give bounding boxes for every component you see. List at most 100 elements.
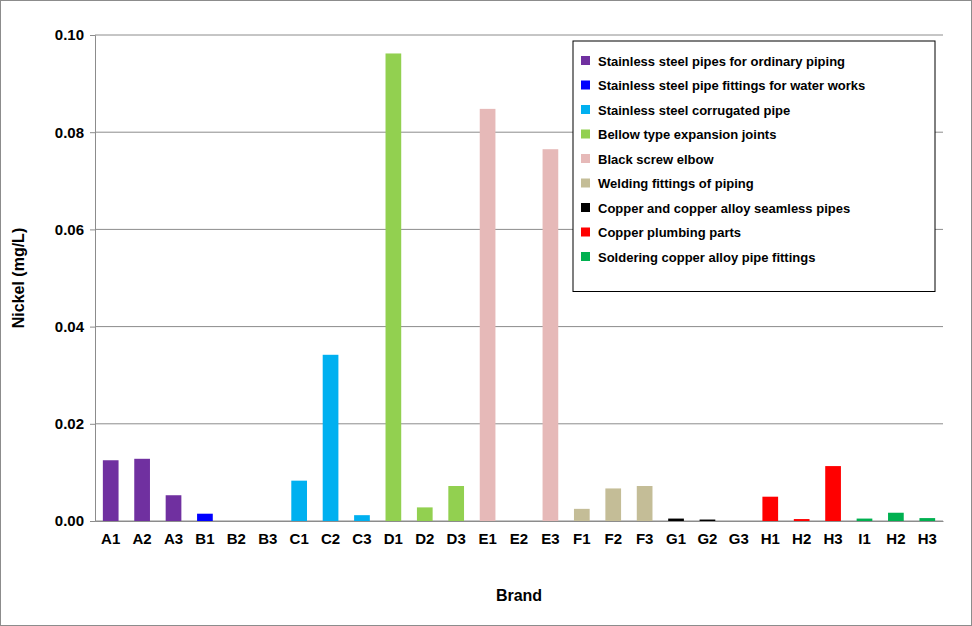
- legend-swatch: [581, 154, 590, 163]
- grid: [95, 35, 943, 521]
- y-tick: 0.10: [55, 26, 95, 43]
- chart: 0.000.020.040.060.080.10A1A2A3B1B2B3C1C2…: [0, 0, 972, 626]
- x-tick-label: A1: [101, 530, 120, 547]
- x-tick-label: H1: [761, 530, 780, 547]
- bar: [386, 53, 402, 521]
- bar: [291, 481, 307, 521]
- y-tick: 0.04: [55, 318, 95, 335]
- x-tick-label: F1: [573, 530, 591, 547]
- grid-line: [95, 35, 943, 36]
- x-tick: B3: [258, 521, 277, 547]
- x-tick-label: H3: [823, 530, 842, 547]
- legend-label: Copper plumbing parts: [598, 225, 741, 240]
- x-tick-label: C1: [290, 530, 309, 547]
- x-tick-label: G1: [666, 530, 686, 547]
- bar: [480, 109, 496, 521]
- bar: [825, 466, 841, 521]
- x-tick-label: F3: [636, 530, 654, 547]
- y-tick-label: 0.04: [55, 318, 85, 335]
- y-tick-mark: [90, 521, 95, 522]
- grid-line: [95, 326, 943, 327]
- x-tick: E2: [510, 521, 528, 547]
- x-tick: H2: [792, 521, 811, 547]
- bar: [794, 519, 810, 521]
- bar: [228, 521, 244, 522]
- bar: [888, 513, 904, 521]
- y-tick-mark: [90, 424, 95, 425]
- x-tick-label: G3: [729, 530, 749, 547]
- legend-swatch: [581, 179, 590, 188]
- legend-swatch: [581, 203, 590, 212]
- legend-label: Stainless steel corrugated pipe: [598, 103, 790, 118]
- y-tick: 0.06: [55, 221, 95, 238]
- x-tick: C1: [290, 521, 309, 547]
- x-tick-label: B3: [258, 530, 277, 547]
- legend-label: Copper and copper alloy seamless pipes: [598, 201, 850, 216]
- bar: [417, 507, 433, 521]
- bar: [134, 459, 150, 521]
- bar: [731, 521, 747, 522]
- x-tick-label: E3: [541, 530, 559, 547]
- bar: [197, 514, 213, 521]
- bar: [260, 521, 276, 522]
- bar: [323, 355, 339, 521]
- y-tick: 0.00: [55, 512, 95, 529]
- x-tick: F3: [636, 521, 654, 547]
- x-tick-label: D2: [415, 530, 434, 547]
- y-tick: 0.08: [55, 124, 95, 141]
- y-axis-line: [90, 36, 96, 522]
- x-tick: A1: [101, 521, 120, 547]
- y-tick-label: 0.08: [55, 124, 84, 141]
- x-tick: G1: [666, 521, 686, 547]
- legend-swatch: [581, 105, 590, 114]
- legend-label: Stainless steel pipes for ordinary pipin…: [598, 54, 845, 69]
- x-tick: A3: [164, 521, 183, 547]
- x-tick-label: H3: [918, 530, 937, 547]
- x-tick-label: B2: [227, 530, 246, 547]
- x-tick-label: D1: [384, 530, 403, 547]
- legend-label: Soldering copper alloy pipe fittings: [598, 250, 815, 265]
- x-tick-label: D3: [447, 530, 466, 547]
- bar: [668, 519, 684, 521]
- y-tick-mark: [90, 132, 95, 133]
- x-tick-label: A2: [133, 530, 152, 547]
- legend-label: Welding fittings of piping: [598, 176, 754, 191]
- x-tick-label: B1: [195, 530, 214, 547]
- grid-line: [95, 423, 943, 424]
- bar: [857, 519, 873, 521]
- y-tick-mark: [90, 229, 95, 230]
- legend-swatch: [581, 81, 590, 90]
- legend-swatch: [581, 130, 590, 139]
- bar: [103, 460, 119, 521]
- bar: [166, 495, 182, 521]
- legend-swatch: [581, 252, 590, 261]
- bar: [354, 515, 370, 521]
- legend-box: [573, 41, 935, 292]
- y-tick-label: 0.06: [55, 221, 84, 238]
- y-axis-title: Nickel (mg/L): [10, 228, 27, 328]
- grid-line: [95, 521, 943, 522]
- x-tick: H1: [761, 521, 780, 547]
- x-tick: B2: [227, 521, 246, 547]
- x-tick: F1: [573, 521, 591, 547]
- x-tick-label: F2: [604, 530, 622, 547]
- x-tick: C2: [321, 521, 340, 547]
- x-tick-label: H2: [886, 530, 905, 547]
- x-tick: D1: [384, 521, 403, 547]
- bar: [637, 486, 653, 521]
- x-tick: G3: [729, 521, 749, 547]
- x-tick-label: C2: [321, 530, 340, 547]
- x-tick: A2: [133, 521, 152, 547]
- bar: [543, 149, 559, 521]
- legend-swatch: [581, 228, 590, 237]
- x-tick: D2: [415, 521, 434, 547]
- legend-label: Stainless steel pipe fittings for water …: [598, 78, 865, 93]
- bar: [448, 486, 464, 521]
- bar: [511, 521, 527, 522]
- bar: [700, 520, 716, 521]
- bar: [762, 497, 778, 521]
- y-tick-mark: [90, 327, 95, 328]
- x-axis-title: Brand: [496, 587, 542, 604]
- legend: Stainless steel pipes for ordinary pipin…: [573, 41, 935, 292]
- bar: [605, 488, 621, 521]
